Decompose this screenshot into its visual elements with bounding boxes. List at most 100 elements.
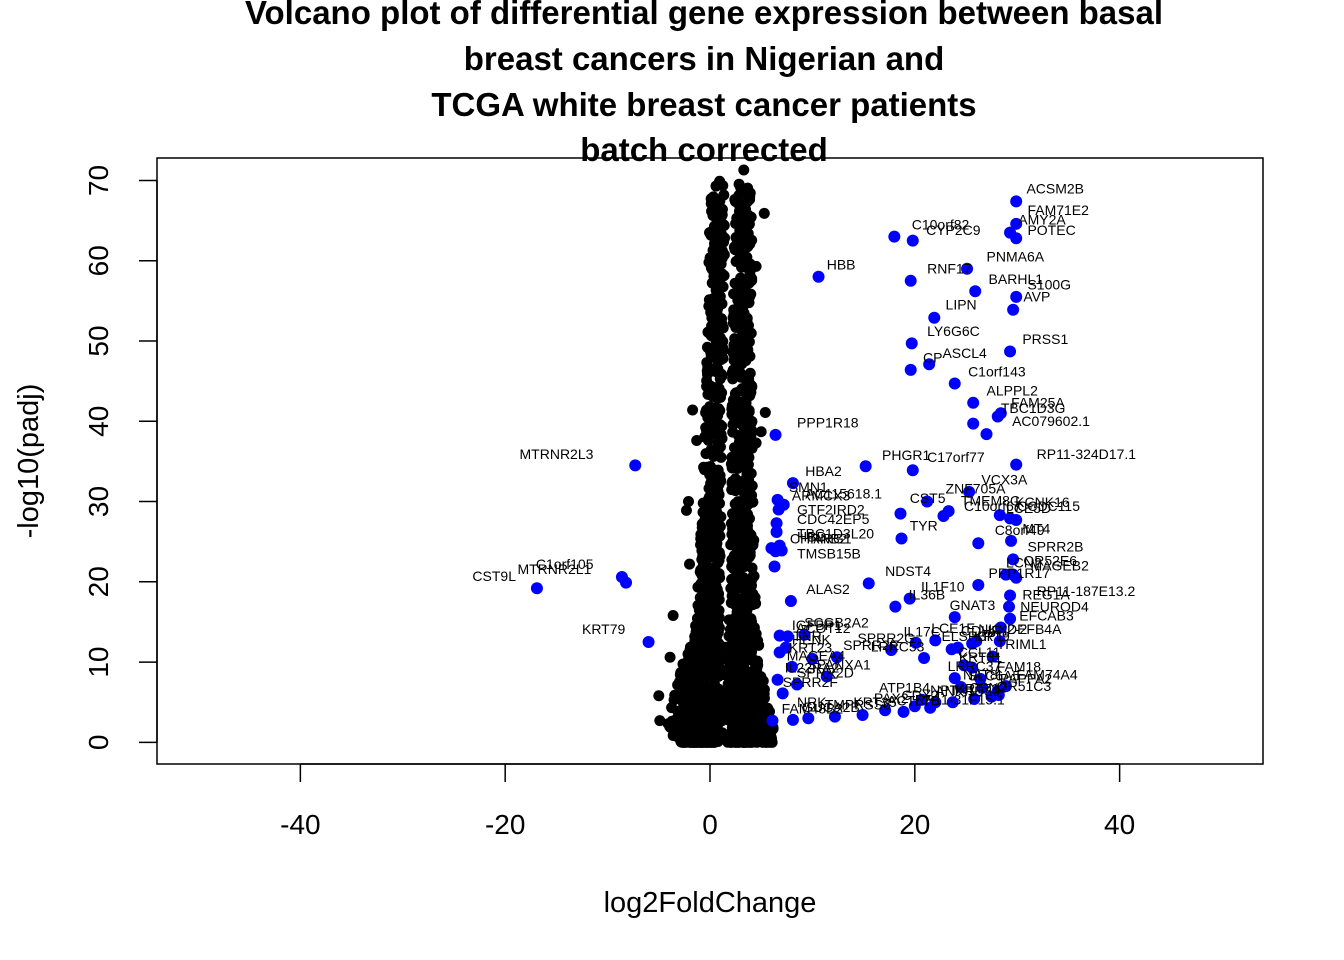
gene-label: VCX3A (981, 472, 1028, 488)
nonsig-point (706, 545, 718, 557)
sig-point (830, 651, 843, 664)
sig-point (921, 495, 934, 508)
nonsig-point (706, 330, 718, 342)
gene-label: FAM48B2 (782, 700, 844, 716)
gene-label: LCE1F (931, 620, 975, 636)
nonsig-point (740, 285, 752, 297)
sig-point (620, 576, 633, 589)
gene-label: FAM25A (1011, 395, 1065, 411)
gene-label: SPANXA1 (807, 656, 871, 672)
gene-label: ZNF705A (946, 481, 1007, 497)
sig-point (770, 517, 783, 530)
nonsig-point (714, 175, 726, 187)
sig-point (530, 582, 543, 595)
nonsig-point (747, 706, 759, 718)
gene-label: C10orf82 (912, 216, 970, 232)
gene-label: SPRR2F (783, 674, 838, 690)
gene-label: CDX2 (902, 687, 940, 703)
nonsig-point (679, 679, 691, 691)
gene-label: FAM74A4 (1016, 667, 1078, 683)
gene-label: NPTX1 (930, 682, 975, 698)
nonsig-point (745, 428, 757, 440)
nonsig-point (708, 264, 720, 276)
gene-label: KRT9 (974, 628, 1010, 644)
gene-label: FAM18 (997, 659, 1042, 675)
gene-label: TYR (910, 517, 938, 533)
y-tick-label: 50 (83, 325, 114, 356)
sig-point (894, 507, 907, 520)
nonsig-point (749, 726, 761, 738)
nonsig-point (734, 415, 746, 427)
nonsig-point (736, 383, 748, 395)
sig-point (948, 611, 961, 624)
title-line: TCGA white breast cancer patients (431, 86, 976, 123)
sig-point (772, 503, 785, 516)
nonsig-point (759, 406, 771, 418)
nonsig-point (654, 715, 666, 727)
nonsig-point (727, 643, 739, 655)
sig-point (994, 621, 1007, 634)
gene-label: PNMA6A (987, 249, 1045, 265)
gene-label: RP11-324D17.1 (1037, 446, 1137, 462)
sig-point (1010, 290, 1023, 303)
sig-point (928, 311, 941, 324)
nonsig-point (705, 193, 717, 205)
gene-label: LRRC53 (871, 639, 925, 655)
gene-label: CST5 (910, 490, 946, 506)
nonsig-point (674, 669, 686, 681)
sig-point (769, 428, 782, 441)
gene-label: AMY2A (1018, 212, 1066, 228)
nonsig-point (694, 675, 706, 687)
gene-label: PPP1R18 (797, 415, 859, 431)
y-tick-label: 60 (83, 245, 114, 276)
nonsig-point (739, 577, 751, 589)
gene-label: SCGB2A2 (804, 615, 869, 631)
gene-label: SPRR2D (797, 664, 854, 680)
nonsig-point (702, 493, 714, 505)
gene-label: CHRNB2 (790, 530, 848, 546)
nonsig-point (695, 626, 707, 638)
nonsig-point (703, 363, 715, 375)
nonsig-point (718, 189, 730, 201)
nonsig-point (704, 227, 716, 239)
sig-point (969, 285, 982, 298)
gene-label: CCL11 (958, 644, 1001, 660)
nonsig-point (735, 371, 747, 383)
gene-label: ANKRD30 (935, 683, 1000, 699)
nonsig-point (670, 714, 682, 726)
nonsig-point (667, 610, 679, 622)
gene-label: BARHL1 (989, 271, 1044, 287)
nonsig-point (710, 382, 722, 394)
sig-point (993, 509, 1006, 522)
gene-label: TRIML1 (997, 636, 1047, 652)
sig-point (967, 396, 980, 409)
gene-label: DEFB4A (1007, 621, 1062, 637)
sig-point (951, 641, 964, 654)
nonsig-point (715, 254, 727, 266)
x-tick-label: 20 (899, 809, 930, 840)
nonsig-point (701, 375, 713, 387)
sig-point (909, 636, 922, 649)
sig-point (771, 673, 784, 686)
nonsig-point (731, 580, 743, 592)
nonsig-point (726, 730, 738, 742)
nonsig-point (691, 647, 703, 659)
y-tick-label: 10 (83, 646, 114, 677)
gene-label: TBC1D3G (1001, 400, 1066, 416)
sig-point (775, 544, 788, 557)
gene-label: GUCA2B (802, 699, 860, 715)
sig-point (1010, 232, 1023, 245)
sig-point (812, 270, 825, 283)
nonsig-point (715, 228, 727, 240)
gene-label: ALAS2 (806, 581, 850, 597)
gene-label: MTRNR2L3 (520, 446, 594, 462)
nonsig-point (699, 579, 711, 591)
gene-label: NAT8L (963, 667, 1006, 683)
y-tick-label: 0 (83, 735, 114, 751)
x-axis-title: log2FoldChange (604, 887, 817, 919)
gene-label: PHGR1 (882, 447, 930, 463)
y-tick-label: 40 (83, 406, 114, 437)
gene-label: PAPPA2 (1000, 671, 1053, 687)
nonsig-point (682, 711, 694, 723)
nonsig-point (750, 260, 762, 272)
